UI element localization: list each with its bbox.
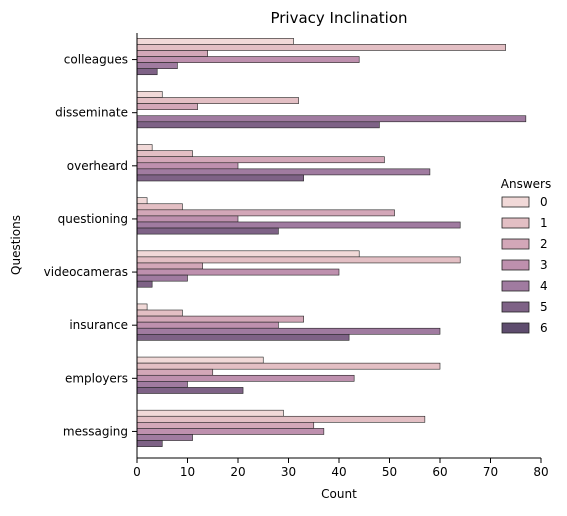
x-tick-label: 40 (331, 465, 346, 479)
y-tick-label: questioning (58, 212, 128, 226)
x-tick-label: 60 (432, 465, 447, 479)
bar-questioning-answer-1 (136, 203, 183, 211)
legend-label-0: 0 (540, 195, 548, 209)
bar-insurance-answer-3 (136, 321, 279, 329)
x-tick-label: 20 (230, 465, 245, 479)
bar-messaging-answer-3 (136, 428, 325, 435)
bar-questioning-answer-2 (136, 209, 395, 217)
y-tick-label: disseminate (55, 106, 128, 120)
legend-label-2: 2 (540, 237, 548, 251)
bar-videocameras-answer-4 (136, 274, 188, 282)
bar-videocameras-answer-5 (136, 280, 153, 288)
bar-videocameras-answer-0 (136, 250, 360, 258)
bar-questioning-answer-5 (136, 227, 279, 235)
legend-swatch-1 (501, 217, 530, 229)
bar-employers-answer-0 (136, 356, 264, 364)
bar-employers-answer-1 (136, 362, 441, 370)
bars-group (136, 38, 527, 447)
legend-label-5: 5 (540, 300, 548, 314)
bar-overheard-answer-3 (136, 162, 239, 170)
legend-swatch-0 (501, 196, 530, 208)
y-tick-label: overheard (67, 159, 128, 173)
axes-group (136, 33, 541, 459)
bar-videocameras-answer-1 (136, 256, 461, 264)
y-ticks-group: colleagues disseminate overheard questionin… (44, 53, 137, 438)
bar-overheard-answer-1 (136, 150, 193, 158)
bar-questioning-answer-4 (136, 221, 461, 229)
bar-colleagues-answer-1 (136, 44, 506, 51)
legend-swatch-3 (501, 259, 530, 271)
legend-swatch-6 (501, 322, 530, 334)
bar-overheard-answer-4 (136, 168, 431, 176)
bar-videocameras-answer-2 (136, 262, 203, 270)
bar-colleagues-answer-0 (136, 38, 294, 45)
legend-swatch-5 (501, 301, 530, 313)
y-tick-label: videocameras (44, 265, 128, 279)
bar-questioning-answer-3 (136, 215, 239, 223)
bar-employers-answer-4 (136, 381, 188, 388)
legend-label-1: 1 (540, 216, 548, 230)
y-tick-label: employers (65, 371, 128, 385)
x-tick-label: 50 (382, 465, 397, 479)
y-tick-label: insurance (69, 318, 128, 332)
bar-colleagues-answer-4 (136, 62, 178, 69)
x-tick-label: 70 (483, 465, 498, 479)
x-ticks-group: 0 10 20 30 40 50 60 70 80 (133, 458, 549, 479)
bar-disseminate-answer-0 (136, 91, 163, 98)
y-axis-label: Questions (9, 215, 23, 275)
y-tick-label: messaging (63, 424, 128, 438)
bar-messaging-answer-2 (136, 422, 315, 429)
bar-questioning-answer-0 (136, 197, 148, 205)
bar-insurance-answer-1 (136, 309, 183, 317)
legend-swatch-4 (501, 280, 530, 292)
bar-overheard-answer-5 (136, 174, 304, 182)
x-tick-label: 30 (281, 465, 296, 479)
bar-messaging-answer-1 (136, 415, 426, 423)
bar-disseminate-answer-4 (136, 115, 527, 123)
chart-title: Privacy Inclination (270, 9, 407, 27)
bar-disseminate-answer-1 (136, 97, 299, 104)
legend-swatch-2 (501, 238, 530, 250)
legend-label-6: 6 (540, 321, 548, 335)
bar-insurance-answer-2 (136, 315, 304, 323)
x-axis-label: Count (321, 487, 357, 501)
bar-insurance-answer-4 (136, 327, 441, 335)
bar-insurance-answer-0 (136, 303, 148, 311)
x-tick-label: 0 (133, 465, 141, 479)
bar-overheard-answer-0 (136, 144, 153, 151)
bar-colleagues-answer-2 (136, 50, 208, 57)
bar-insurance-answer-5 (136, 333, 350, 341)
bar-disseminate-answer-2 (136, 103, 198, 110)
bar-videocameras-answer-3 (136, 268, 340, 276)
bar-employers-answer-2 (136, 368, 214, 376)
y-tick-label: colleagues (64, 53, 128, 67)
legend-title: Answers (501, 177, 551, 191)
legend-label-4: 4 (540, 279, 548, 293)
x-tick-label: 10 (180, 465, 195, 479)
bar-employers-answer-3 (136, 374, 355, 382)
bar-colleagues-answer-3 (136, 56, 360, 63)
legend: Answers 0 1 2 3 4 5 6 (501, 177, 551, 335)
bar-messaging-answer-4 (136, 434, 193, 441)
bar-disseminate-answer-5 (136, 121, 380, 129)
bar-overheard-answer-2 (136, 156, 385, 164)
legend-label-3: 3 (540, 258, 548, 272)
bar-employers-answer-5 (136, 387, 244, 394)
x-tick-label: 80 (533, 465, 548, 479)
bar-messaging-answer-5 (136, 440, 163, 447)
bar-colleagues-answer-5 (136, 68, 158, 76)
bar-messaging-answer-0 (136, 409, 284, 417)
